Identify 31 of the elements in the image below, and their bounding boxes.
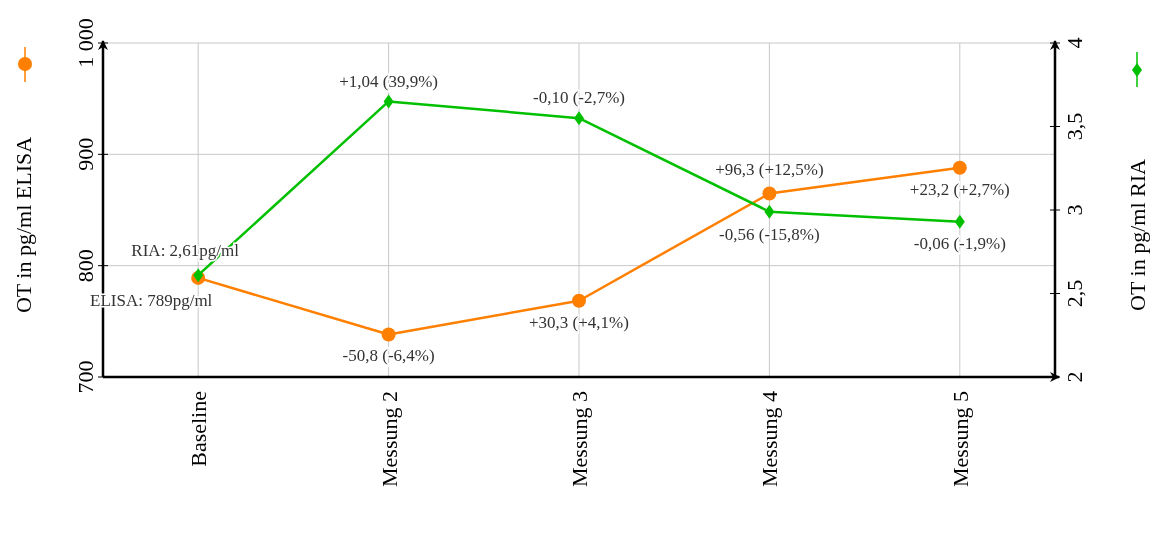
y2-tick-label: 4	[1062, 37, 1087, 49]
annotation: +30,3 (+4,1%)	[529, 312, 629, 332]
point	[383, 94, 394, 109]
point	[381, 327, 396, 342]
x-tick-label: Messung 5	[947, 391, 973, 487]
point	[952, 160, 967, 175]
y-tick-label: 900	[73, 137, 98, 171]
point	[954, 214, 965, 229]
x-tick-label: Baseline	[186, 391, 212, 467]
y2-axis-title: OT in pg/ml RIA	[1125, 159, 1150, 311]
x-tick-label: Messung 3	[567, 391, 592, 487]
annotation: -0,06 (-1,9%)	[913, 233, 1006, 253]
annotation: +23,2 (+2,7%)	[909, 179, 1010, 199]
annotation: -50,8 (-6,4%)	[342, 346, 435, 366]
annotation: +1,04 (39,9%)	[339, 72, 439, 92]
y2-tick-label: 3,5	[1062, 112, 1087, 141]
point	[762, 186, 777, 201]
point	[764, 204, 775, 219]
y-tick-label: 1 000	[73, 18, 98, 68]
y2-tick-label: 2	[1062, 371, 1087, 383]
y-tick-label: 800	[73, 249, 98, 283]
annotation: -0,56 (-15,8%)	[719, 224, 820, 244]
annotation: +96,3 (+12,5%)	[715, 159, 824, 179]
annotation: -0,10 (-2,7%)	[532, 88, 626, 108]
y-tick-label: 700	[73, 360, 98, 394]
point	[572, 293, 586, 308]
y-axis-title: OT in pg/ml ELISA	[11, 136, 36, 314]
y2-tick-label: 2,5	[1062, 279, 1087, 308]
y2-tick-label: 3	[1062, 204, 1087, 216]
x-tick-label: Messung 2	[376, 391, 402, 487]
x-tick-label: Messung 4	[757, 391, 783, 487]
